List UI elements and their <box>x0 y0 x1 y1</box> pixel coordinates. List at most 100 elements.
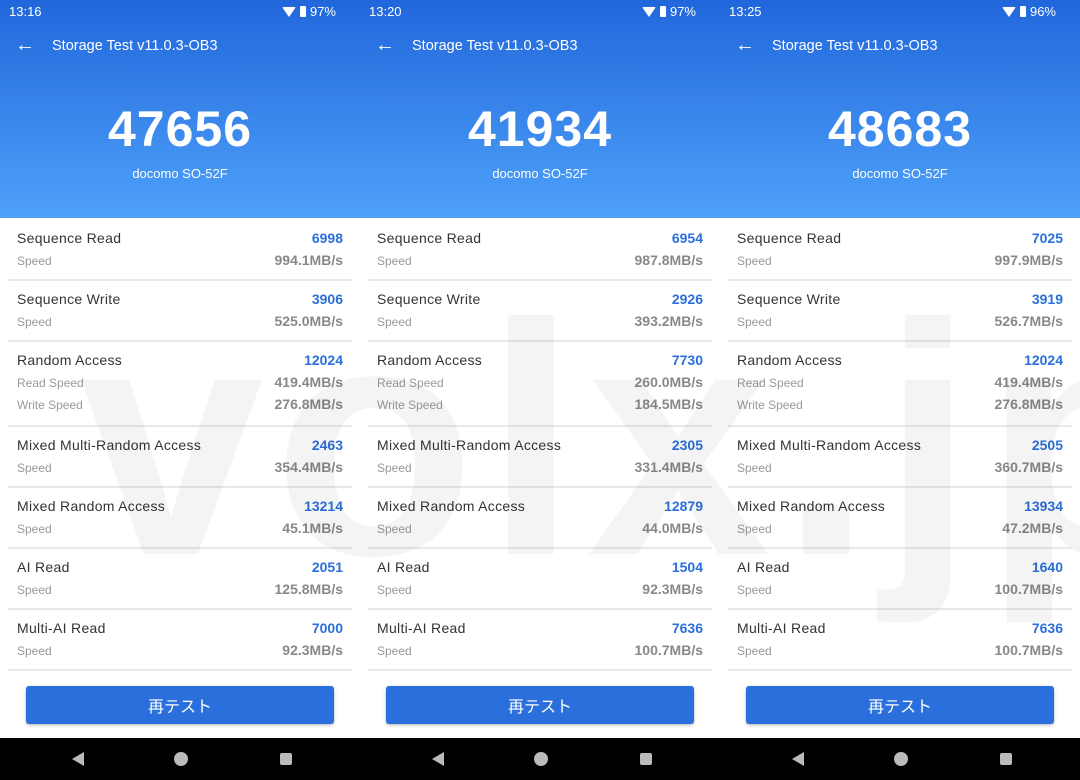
nav-recents-icon[interactable] <box>1000 753 1012 765</box>
result-row: Random Access 12024 Read Speed 419.4MB/s… <box>728 342 1072 427</box>
metric-sub-row: Speed 125.8MB/s <box>17 581 343 597</box>
metric-name: AI Read <box>377 559 430 575</box>
result-row: Mixed Random Access 13934 Speed 47.2MB/s <box>728 488 1072 549</box>
metric-name: Mixed Random Access <box>377 498 526 514</box>
wifi-icon <box>281 6 296 17</box>
metric-sub-label: Speed <box>17 254 52 268</box>
metric-score: 2051 <box>311 559 343 575</box>
status-time: 13:25 <box>729 4 762 19</box>
metric-sub-row: Speed 44.0MB/s <box>377 520 703 536</box>
metric-sub-value: 92.3MB/s <box>282 642 343 658</box>
nav-home-icon[interactable] <box>174 752 188 766</box>
back-arrow-icon[interactable]: ← <box>375 34 395 56</box>
result-row: Mixed Multi-Random Access 2505 Speed 360… <box>728 427 1072 488</box>
metric-score: 3919 <box>1031 291 1063 307</box>
metric-sub-label: Speed <box>737 254 772 268</box>
result-screen: 13:16 97% ← Storage Test v11.0.3-OB3 476… <box>0 0 360 780</box>
metric-sub-label: Speed <box>377 315 412 329</box>
nav-recents-icon[interactable] <box>640 753 652 765</box>
result-row: Sequence Write 3919 Speed 526.7MB/s <box>728 281 1072 342</box>
metric-score: 12024 <box>304 352 343 368</box>
result-row: Multi-AI Read 7000 Speed 92.3MB/s <box>8 610 352 671</box>
nav-recents-icon[interactable] <box>280 753 292 765</box>
battery-percent: 97% <box>309 4 336 19</box>
nav-home-icon[interactable] <box>534 752 548 766</box>
metric-score: 2463 <box>311 437 343 453</box>
metric-sub-row: Speed 525.0MB/s <box>17 313 343 329</box>
total-score: 48683 <box>827 101 973 157</box>
results-list: Sequence Read 7025 Speed 997.9MB/s Seque… <box>728 220 1072 671</box>
metric-sub-row: Speed 47.2MB/s <box>737 520 1063 536</box>
metric-sub-value: 994.1MB/s <box>274 252 343 268</box>
metric-sub-value: 526.7MB/s <box>994 313 1063 329</box>
metric-sub-row: Speed 92.3MB/s <box>377 581 703 597</box>
metric-sub-value: 331.4MB/s <box>634 459 703 475</box>
metric-score: 7730 <box>671 352 703 368</box>
metric-name: Mixed Multi-Random Access <box>737 437 922 453</box>
status-icons: 96% <box>1001 4 1056 19</box>
score-header: 13:25 96% ← Storage Test v11.0.3-OB3 486… <box>720 0 1080 218</box>
battery-icon <box>1019 6 1026 17</box>
result-row: Sequence Read 7025 Speed 997.9MB/s <box>728 220 1072 281</box>
metric-sub-value: 125.8MB/s <box>274 581 343 597</box>
retest-button[interactable]: 再テスト <box>746 686 1054 724</box>
nav-back-icon[interactable] <box>792 752 804 766</box>
back-arrow-icon[interactable]: ← <box>735 34 755 56</box>
metric-score: 12024 <box>1024 352 1063 368</box>
result-row: Mixed Multi-Random Access 2463 Speed 354… <box>8 427 352 488</box>
metric-sub-value: 100.7MB/s <box>994 642 1063 658</box>
metric-sub-value: 354.4MB/s <box>274 459 343 475</box>
metric-sub-row: Read Speed 260.0MB/s <box>377 374 703 390</box>
metric-sub-value: 100.7MB/s <box>634 642 703 658</box>
metric-name: Sequence Write <box>377 291 481 307</box>
metric-sub-label: Speed <box>377 644 412 658</box>
metric-name: AI Read <box>17 559 70 575</box>
metric-score: 7636 <box>671 620 703 636</box>
metric-score: 7000 <box>311 620 343 636</box>
results-list: Sequence Read 6954 Speed 987.8MB/s Seque… <box>368 220 712 671</box>
metric-score: 2926 <box>671 291 703 307</box>
metric-sub-row: Read Speed 419.4MB/s <box>737 374 1063 390</box>
result-row: Random Access 12024 Read Speed 419.4MB/s… <box>8 342 352 427</box>
metric-sub-label: Write Speed <box>377 398 443 412</box>
metric-name: Mixed Random Access <box>17 498 166 514</box>
nav-back-icon[interactable] <box>72 752 84 766</box>
retest-button[interactable]: 再テスト <box>386 686 694 724</box>
metric-name: Multi-AI Read <box>17 620 106 636</box>
nav-home-icon[interactable] <box>894 752 908 766</box>
nav-back-icon[interactable] <box>432 752 444 766</box>
metric-score: 13934 <box>1024 498 1063 514</box>
metric-name: Mixed Multi-Random Access <box>377 437 562 453</box>
metric-sub-label: Write Speed <box>737 398 803 412</box>
back-arrow-icon[interactable]: ← <box>15 34 35 56</box>
status-icons: 97% <box>641 4 696 19</box>
metric-sub-label: Speed <box>737 644 772 658</box>
metric-sub-label: Read Speed <box>737 376 804 390</box>
metric-sub-row: Speed 360.7MB/s <box>737 459 1063 475</box>
metric-name: Random Access <box>17 352 123 368</box>
metric-sub-value: 393.2MB/s <box>634 313 703 329</box>
metric-sub-value: 44.0MB/s <box>642 520 703 536</box>
result-row: Sequence Write 2926 Speed 393.2MB/s <box>368 281 712 342</box>
result-row: Mixed Random Access 13214 Speed 45.1MB/s <box>8 488 352 549</box>
device-name: docomo SO-52F <box>492 166 588 181</box>
result-screen: 13:20 97% ← Storage Test v11.0.3-OB3 419… <box>360 0 720 780</box>
battery-percent: 96% <box>1029 4 1056 19</box>
battery-percent: 97% <box>669 4 696 19</box>
metric-sub-label: Speed <box>17 461 52 475</box>
metric-sub-row: Speed 393.2MB/s <box>377 313 703 329</box>
result-row: Mixed Random Access 12879 Speed 44.0MB/s <box>368 488 712 549</box>
metric-name: AI Read <box>737 559 790 575</box>
metric-sub-label: Read Speed <box>377 376 444 390</box>
wifi-icon <box>641 6 656 17</box>
metric-sub-row: Speed 997.9MB/s <box>737 252 1063 268</box>
metric-sub-value: 45.1MB/s <box>282 520 343 536</box>
metric-sub-value: 525.0MB/s <box>274 313 343 329</box>
result-row: Mixed Multi-Random Access 2305 Speed 331… <box>368 427 712 488</box>
retest-button[interactable]: 再テスト <box>26 686 334 724</box>
metric-score: 3906 <box>311 291 343 307</box>
result-row: Random Access 7730 Read Speed 260.0MB/s … <box>368 342 712 427</box>
metric-sub-label: Speed <box>737 583 772 597</box>
metric-sub-row: Write Speed 184.5MB/s <box>377 396 703 412</box>
result-screen: 13:25 96% ← Storage Test v11.0.3-OB3 486… <box>720 0 1080 780</box>
